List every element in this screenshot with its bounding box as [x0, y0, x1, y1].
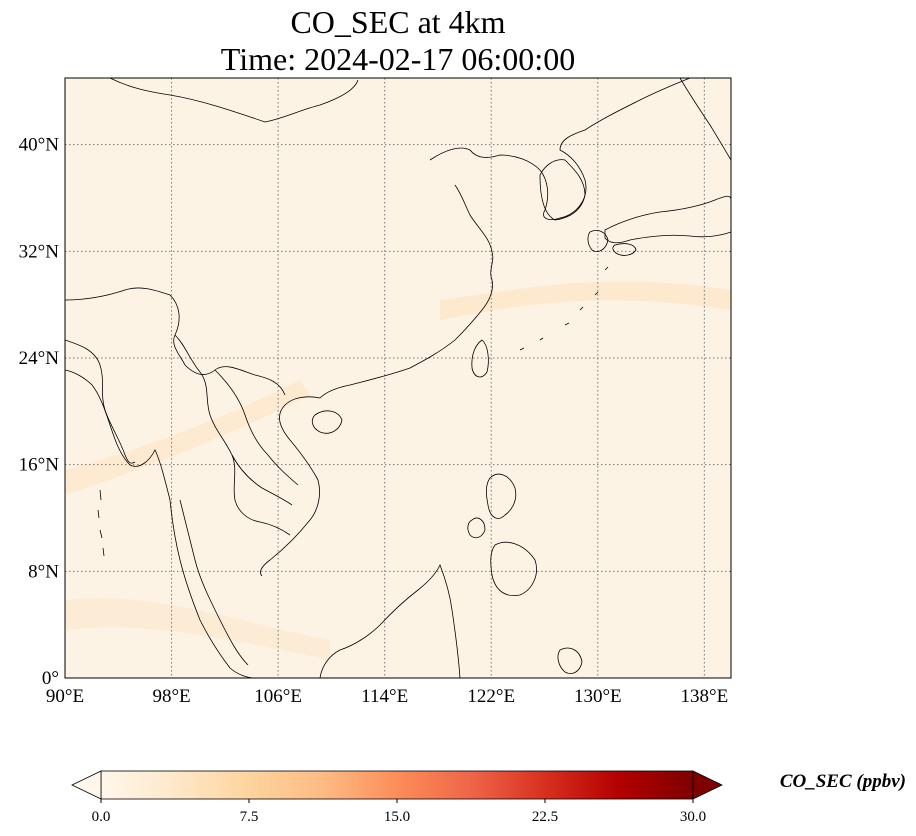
colorbar-label: CO_SEC (ppbv)	[780, 771, 906, 792]
lat-tick-label: 16°N	[19, 455, 60, 476]
inland-border-3	[174, 334, 293, 506]
lat-tick-label: 24°N	[19, 348, 60, 369]
lon-tick-label: 98°E	[152, 686, 190, 707]
map-background	[65, 78, 731, 678]
philippines-luzon	[485, 473, 517, 519]
thailand-cambodia	[231, 454, 291, 536]
lon-tick-label: 122°E	[467, 686, 515, 707]
coastlines	[65, 78, 731, 678]
colorbar-tick-label: 30.0	[680, 809, 706, 825]
northern-border	[109, 78, 359, 123]
taiwan-island	[471, 339, 489, 378]
lon-tick-label: 90°E	[46, 686, 84, 707]
colorbar-tick-label: 15.0	[384, 809, 410, 825]
title-line-2: Time: 2024-02-17 06:00:00	[221, 41, 575, 77]
lon-tick-label: 106°E	[254, 686, 302, 707]
hainan-island	[311, 410, 343, 434]
japan-honshu	[604, 195, 731, 244]
borneo-coast	[319, 563, 461, 678]
colorbar-ticks: 0.0 7.5 15.0 22.5 30.0	[92, 799, 706, 825]
philippines-mindanao	[490, 541, 537, 597]
title-line-1: CO_SEC at 4km	[290, 4, 505, 40]
lat-tick-label: 40°N	[19, 135, 60, 156]
inland-border-4	[214, 369, 299, 486]
lon-tick-label: 114°E	[361, 686, 408, 707]
bay-of-bengal-coast	[65, 369, 256, 678]
colorbar-extend-min	[71, 770, 102, 800]
colorbar-tick-label: 7.5	[240, 809, 259, 825]
co-plume-west	[65, 380, 310, 495]
co-plume-south	[65, 598, 330, 660]
ryukyu-islands	[519, 266, 609, 351]
japan-kyushu	[587, 230, 609, 252]
gridlines	[65, 78, 731, 678]
map-panel	[65, 78, 731, 678]
co-plume-east	[440, 281, 731, 320]
colorbar: 0.0 7.5 15.0 22.5 30.0 CO_SEC (ppbv)	[71, 770, 906, 825]
lon-tick-label: 138°E	[681, 686, 729, 707]
lat-tick-label: 32°N	[19, 241, 60, 262]
china-north-coast	[429, 78, 691, 220]
malay-peninsula	[179, 499, 249, 666]
lat-tick-label: 8°N	[28, 561, 59, 582]
philippines-visayas	[467, 517, 486, 539]
lon-tick-label: 130°E	[574, 686, 622, 707]
andaman-islands	[97, 489, 105, 557]
colorbar-tick-label: 0.0	[92, 809, 111, 825]
map-frame	[64, 77, 732, 679]
lat-tick-label: 0°	[42, 668, 59, 689]
colorbar-tick-label: 22.5	[532, 809, 558, 825]
longitude-labels: 90°E 98°E 106°E 114°E 122°E 130°E 138°E	[46, 686, 728, 707]
japan-shikoku	[612, 243, 637, 256]
korea-peninsula	[539, 159, 586, 221]
latitude-labels: 0° 8°N 16°N 24°N 32°N 40°N	[19, 135, 60, 689]
china-east-coast	[319, 184, 494, 399]
vietnam-coast	[260, 396, 321, 577]
inland-border-1	[65, 287, 286, 396]
japan-north	[679, 78, 731, 161]
colorbar-body	[100, 770, 694, 800]
colorbar-extend-max	[692, 770, 723, 800]
sulawesi-coast	[557, 647, 583, 674]
